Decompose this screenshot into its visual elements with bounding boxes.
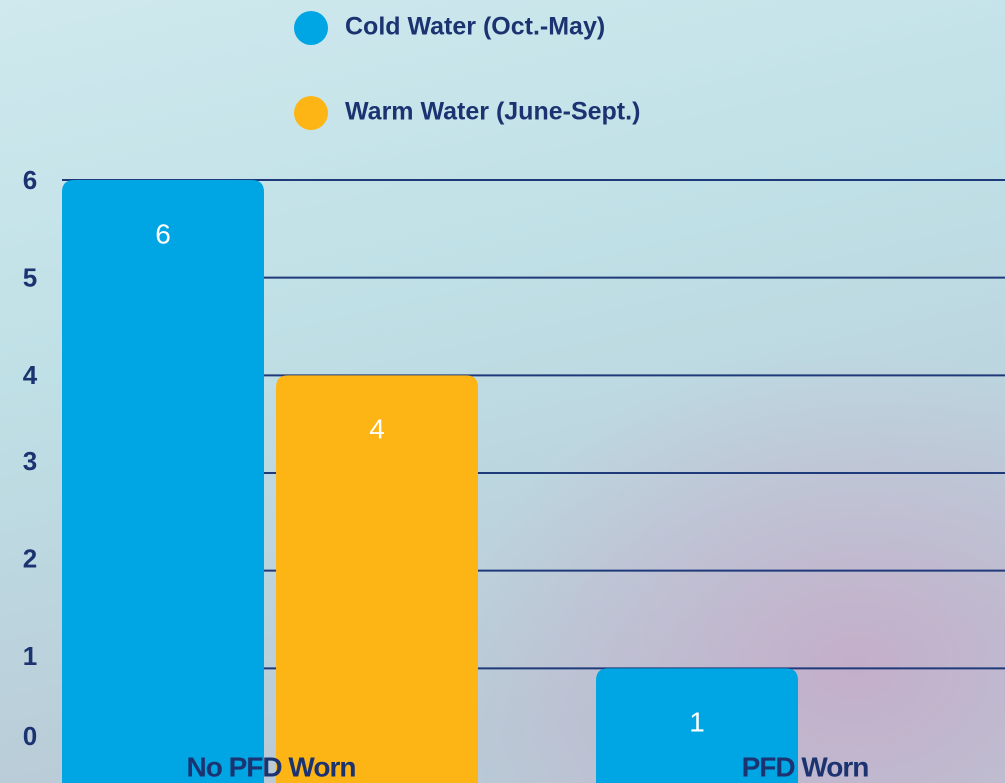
legend-label: Cold Water (Oct.-May): [345, 13, 605, 41]
y-tick-label: 5: [23, 263, 37, 293]
legend-marker: [294, 96, 328, 130]
bar: [596, 668, 798, 783]
legend-marker: [294, 11, 328, 45]
y-tick-label: 1: [23, 641, 37, 671]
bar: [276, 375, 478, 783]
y-tick-label: 0: [23, 721, 37, 751]
y-tick-label: 6: [23, 165, 37, 195]
y-tick-label: 2: [23, 544, 37, 574]
y-tick-label: 4: [23, 360, 38, 390]
x-tick-label: PFD Worn: [742, 751, 869, 782]
value-label: 1: [689, 707, 705, 738]
value-label: 6: [155, 218, 171, 249]
bar: [62, 180, 264, 783]
legend-label: Warm Water (June-Sept.): [345, 98, 640, 126]
y-tick-label: 3: [23, 446, 37, 476]
value-label: 4: [369, 414, 385, 445]
x-tick-label: No PFD Worn: [187, 751, 356, 782]
